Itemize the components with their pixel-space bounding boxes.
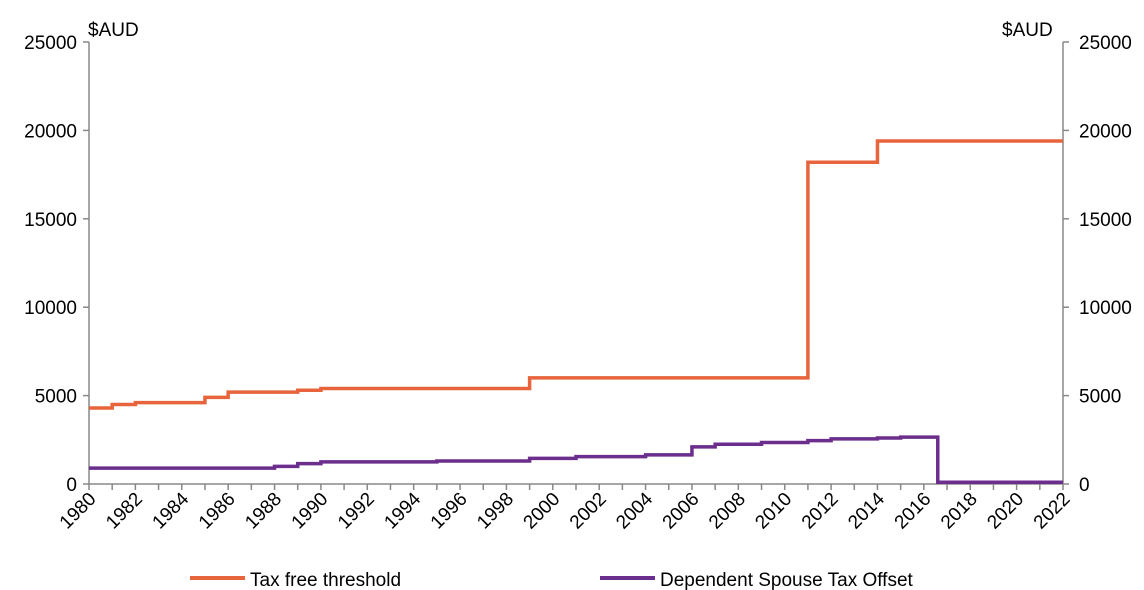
right-y-tick-label: 10000 [1079,298,1132,319]
x-tick-label: 1992 [334,489,379,534]
right-y-tick-label: 5000 [1079,387,1121,408]
x-tick-label: 2016 [891,489,936,534]
legend-label-tax-free-threshold: Tax free threshold [250,570,401,590]
left-y-tick-label: 5000 [35,387,77,408]
x-tick-label: 2008 [705,489,750,534]
legend: Tax free threshold Dependent Spouse Tax … [190,570,914,590]
x-tick-label: 1998 [473,489,518,534]
x-tick-label: 1990 [288,489,333,534]
series-line-dependent-spouse-tax-offset [89,435,1063,484]
axes: 0 0 5000 5000 10000 10000 15000 15000 20000 20000… [24,33,1132,533]
left-y-tick-label: 0 [66,475,77,496]
x-tick-label: 2010 [752,489,797,534]
x-tick-label: 2000 [520,489,565,534]
left-y-tick-label: 20000 [24,121,77,142]
x-tick-label: 2012 [798,489,843,534]
x-tick-label: 2022 [1030,489,1075,534]
x-tick-label: 2014 [844,488,889,533]
series-line-tax-free-threshold [89,139,1063,410]
left-y-tick-label: 25000 [24,33,77,54]
x-tick-label: 1984 [149,488,194,533]
x-tick-label: 2002 [566,489,611,534]
x-tick-label: 1994 [380,488,425,533]
x-tick-label: 2004 [612,488,657,533]
x-tick-label: 2020 [983,489,1028,534]
left-y-tick-label: 10000 [24,298,77,319]
right-y-tick-label: 20000 [1079,121,1132,142]
right-y-tick-label: 25000 [1079,33,1132,54]
left-y-tick-label: 15000 [24,210,77,231]
x-tick-label: 1986 [195,489,240,534]
right-y-tick-label: 15000 [1079,210,1132,231]
x-tick-label: 1996 [427,489,472,534]
legend-label-dependent-spouse-tax-offset: Dependent Spouse Tax Offset [660,570,914,590]
x-tick-label: 2006 [659,489,704,534]
left-axis-unit: $AUD [88,20,139,41]
right-y-tick-label: 0 [1079,475,1090,496]
x-tick-label: 2018 [937,489,982,534]
right-axis-unit: $AUD [1002,20,1053,41]
x-tick-label: 1980 [56,489,101,534]
series-layer [89,139,1063,484]
x-tick-label: 1988 [241,489,286,534]
x-tick-label: 1982 [102,489,147,534]
